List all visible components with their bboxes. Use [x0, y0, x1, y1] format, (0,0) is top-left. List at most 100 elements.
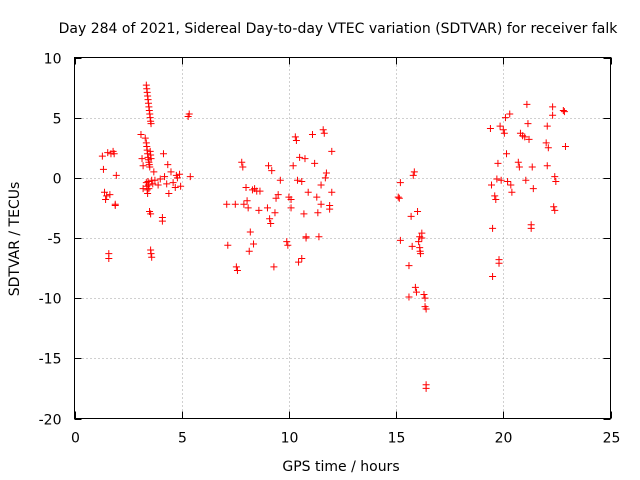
data-point: [101, 188, 109, 196]
data-point: [322, 169, 330, 177]
data-point: [396, 179, 404, 187]
data-point: [308, 131, 316, 139]
data-point: [504, 177, 512, 185]
data-point: [543, 162, 551, 170]
data-point: [173, 174, 181, 182]
data-point: [112, 171, 120, 179]
y-tick-label: 10: [44, 52, 62, 68]
data-point: [99, 165, 107, 173]
data-point: [422, 384, 430, 392]
data-point: [514, 158, 522, 166]
data-point: [255, 206, 263, 214]
data-point: [265, 162, 273, 170]
x-tick-label: 10: [281, 431, 299, 447]
data-point: [395, 194, 403, 202]
data-point: [321, 174, 329, 182]
data-point: [244, 204, 252, 212]
data-point: [493, 175, 501, 183]
data-point: [292, 137, 300, 145]
data-point: [144, 189, 152, 197]
data-point: [405, 293, 413, 301]
data-point: [421, 294, 429, 302]
data-point: [417, 250, 425, 258]
x-tick-label: 0: [71, 431, 80, 447]
data-point: [233, 266, 241, 274]
data-point: [274, 191, 282, 199]
x-tick-label: 15: [388, 431, 406, 447]
data-point: [284, 241, 292, 249]
data-point: [283, 238, 291, 246]
data-point: [291, 133, 299, 141]
data-point: [177, 182, 185, 190]
data-point: [154, 181, 162, 189]
data-point: [314, 209, 322, 217]
y-tick-label: 5: [53, 112, 62, 128]
data-point: [544, 144, 552, 152]
data-point: [102, 195, 110, 203]
data-point: [106, 191, 114, 199]
data-point: [289, 162, 297, 170]
data-point: [147, 250, 155, 258]
data-point: [543, 122, 551, 130]
data-point: [488, 181, 496, 189]
data-point: [256, 187, 264, 195]
data-point: [405, 262, 413, 270]
data-point: [549, 111, 557, 119]
data-point: [499, 126, 507, 134]
data-point: [302, 234, 310, 242]
data-point: [396, 236, 404, 244]
data-point: [266, 215, 274, 223]
data-point: [150, 168, 158, 176]
data-point: [407, 212, 415, 220]
data-point: [529, 185, 537, 193]
y-axis-title: SDTVAR / TECUs: [7, 182, 23, 297]
data-point: [409, 171, 417, 179]
x-tick-label: 5: [178, 431, 187, 447]
data-point: [522, 176, 530, 184]
data-point: [165, 189, 173, 197]
data-point: [491, 192, 499, 200]
data-point: [497, 176, 505, 184]
data-point: [298, 177, 306, 185]
data-point: [163, 180, 171, 188]
data-point: [171, 183, 179, 191]
data-point: [300, 210, 308, 218]
data-point: [268, 167, 276, 175]
data-point: [232, 263, 240, 271]
data-point: [550, 203, 558, 211]
data-point: [328, 147, 336, 155]
data-point: [394, 193, 402, 201]
data-points: [98, 81, 569, 392]
data-point: [156, 175, 164, 183]
data-point: [315, 233, 323, 241]
data-point: [139, 162, 147, 170]
data-point: [138, 155, 146, 163]
x-tick-label: 25: [603, 431, 621, 447]
data-point: [270, 263, 278, 271]
data-point: [549, 103, 557, 111]
data-point: [319, 126, 327, 134]
data-point: [246, 228, 254, 236]
axis-ticks: [74, 57, 612, 420]
data-point: [167, 168, 175, 176]
data-point: [508, 188, 516, 196]
data-point: [500, 129, 508, 137]
data-point: [276, 176, 284, 184]
data-point: [186, 173, 194, 181]
data-point: [240, 200, 248, 208]
data-point: [298, 254, 306, 262]
data-point: [287, 195, 295, 203]
data-point: [326, 205, 334, 213]
data-point: [151, 176, 159, 184]
data-point: [524, 120, 532, 128]
data-point: [104, 149, 112, 157]
data-point: [301, 155, 309, 163]
data-point: [271, 209, 279, 217]
data-point: [489, 273, 497, 281]
data-point: [98, 152, 106, 160]
data-point: [411, 283, 419, 291]
data-point: [492, 195, 500, 203]
data-point: [528, 163, 536, 171]
data-point: [224, 241, 232, 249]
data-point: [147, 155, 155, 163]
